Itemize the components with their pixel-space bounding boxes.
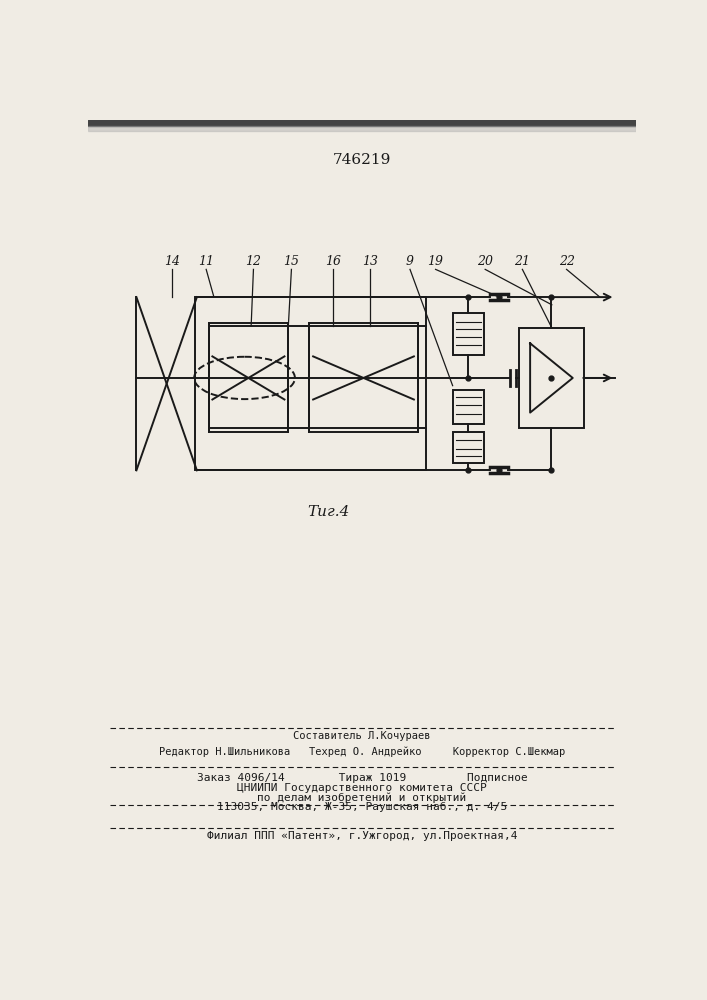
Bar [452, 432, 484, 463]
Bar [195, 297, 426, 470]
Text: Τиг.4: Τиг.4 [308, 505, 350, 519]
Text: Составитель Л.Кочураев: Составитель Л.Кочураев [293, 731, 431, 741]
Text: Заказ 4096/14        Тираж 1019         Подписное: Заказ 4096/14 Тираж 1019 Подписное [197, 773, 527, 783]
Bar [88, 120, 636, 126]
Text: 113035, Москва, Ж-35, Раушская наб., д. 4/5: 113035, Москва, Ж-35, Раушская наб., д. … [217, 802, 507, 812]
Text: 12: 12 [245, 255, 262, 268]
Text: Филиал ППП «Патент», г.Ужгород, ул.Проектная,4: Филиал ППП «Патент», г.Ужгород, ул.Проек… [206, 831, 518, 841]
Text: 746219: 746219 [333, 153, 391, 167]
Bar [88, 126, 636, 131]
Bar [518, 328, 585, 428]
Text: 20: 20 [477, 255, 493, 268]
Text: 9: 9 [406, 255, 414, 268]
Bar [209, 323, 288, 432]
Bar [452, 389, 484, 424]
Text: ЦНИИПИ Государственного комитета СССР: ЦНИИПИ Государственного комитета СССР [237, 783, 487, 793]
Text: 21: 21 [515, 255, 530, 268]
Text: 19: 19 [428, 255, 443, 268]
Text: Редактор Н.Шильникова   Техред О. Андрейко     Корректор С.Шекмар: Редактор Н.Шильникова Техред О. Андрейко… [159, 746, 565, 757]
Text: 13: 13 [362, 255, 378, 268]
Text: 16: 16 [325, 255, 341, 268]
Text: 15: 15 [284, 255, 300, 268]
Bar [452, 312, 484, 355]
Text: по делам изобретений и открытий: по делам изобретений и открытий [257, 792, 467, 803]
Text: 11: 11 [198, 255, 214, 268]
Bar [309, 323, 418, 432]
Text: 14: 14 [164, 255, 180, 268]
Text: 22: 22 [559, 255, 575, 268]
